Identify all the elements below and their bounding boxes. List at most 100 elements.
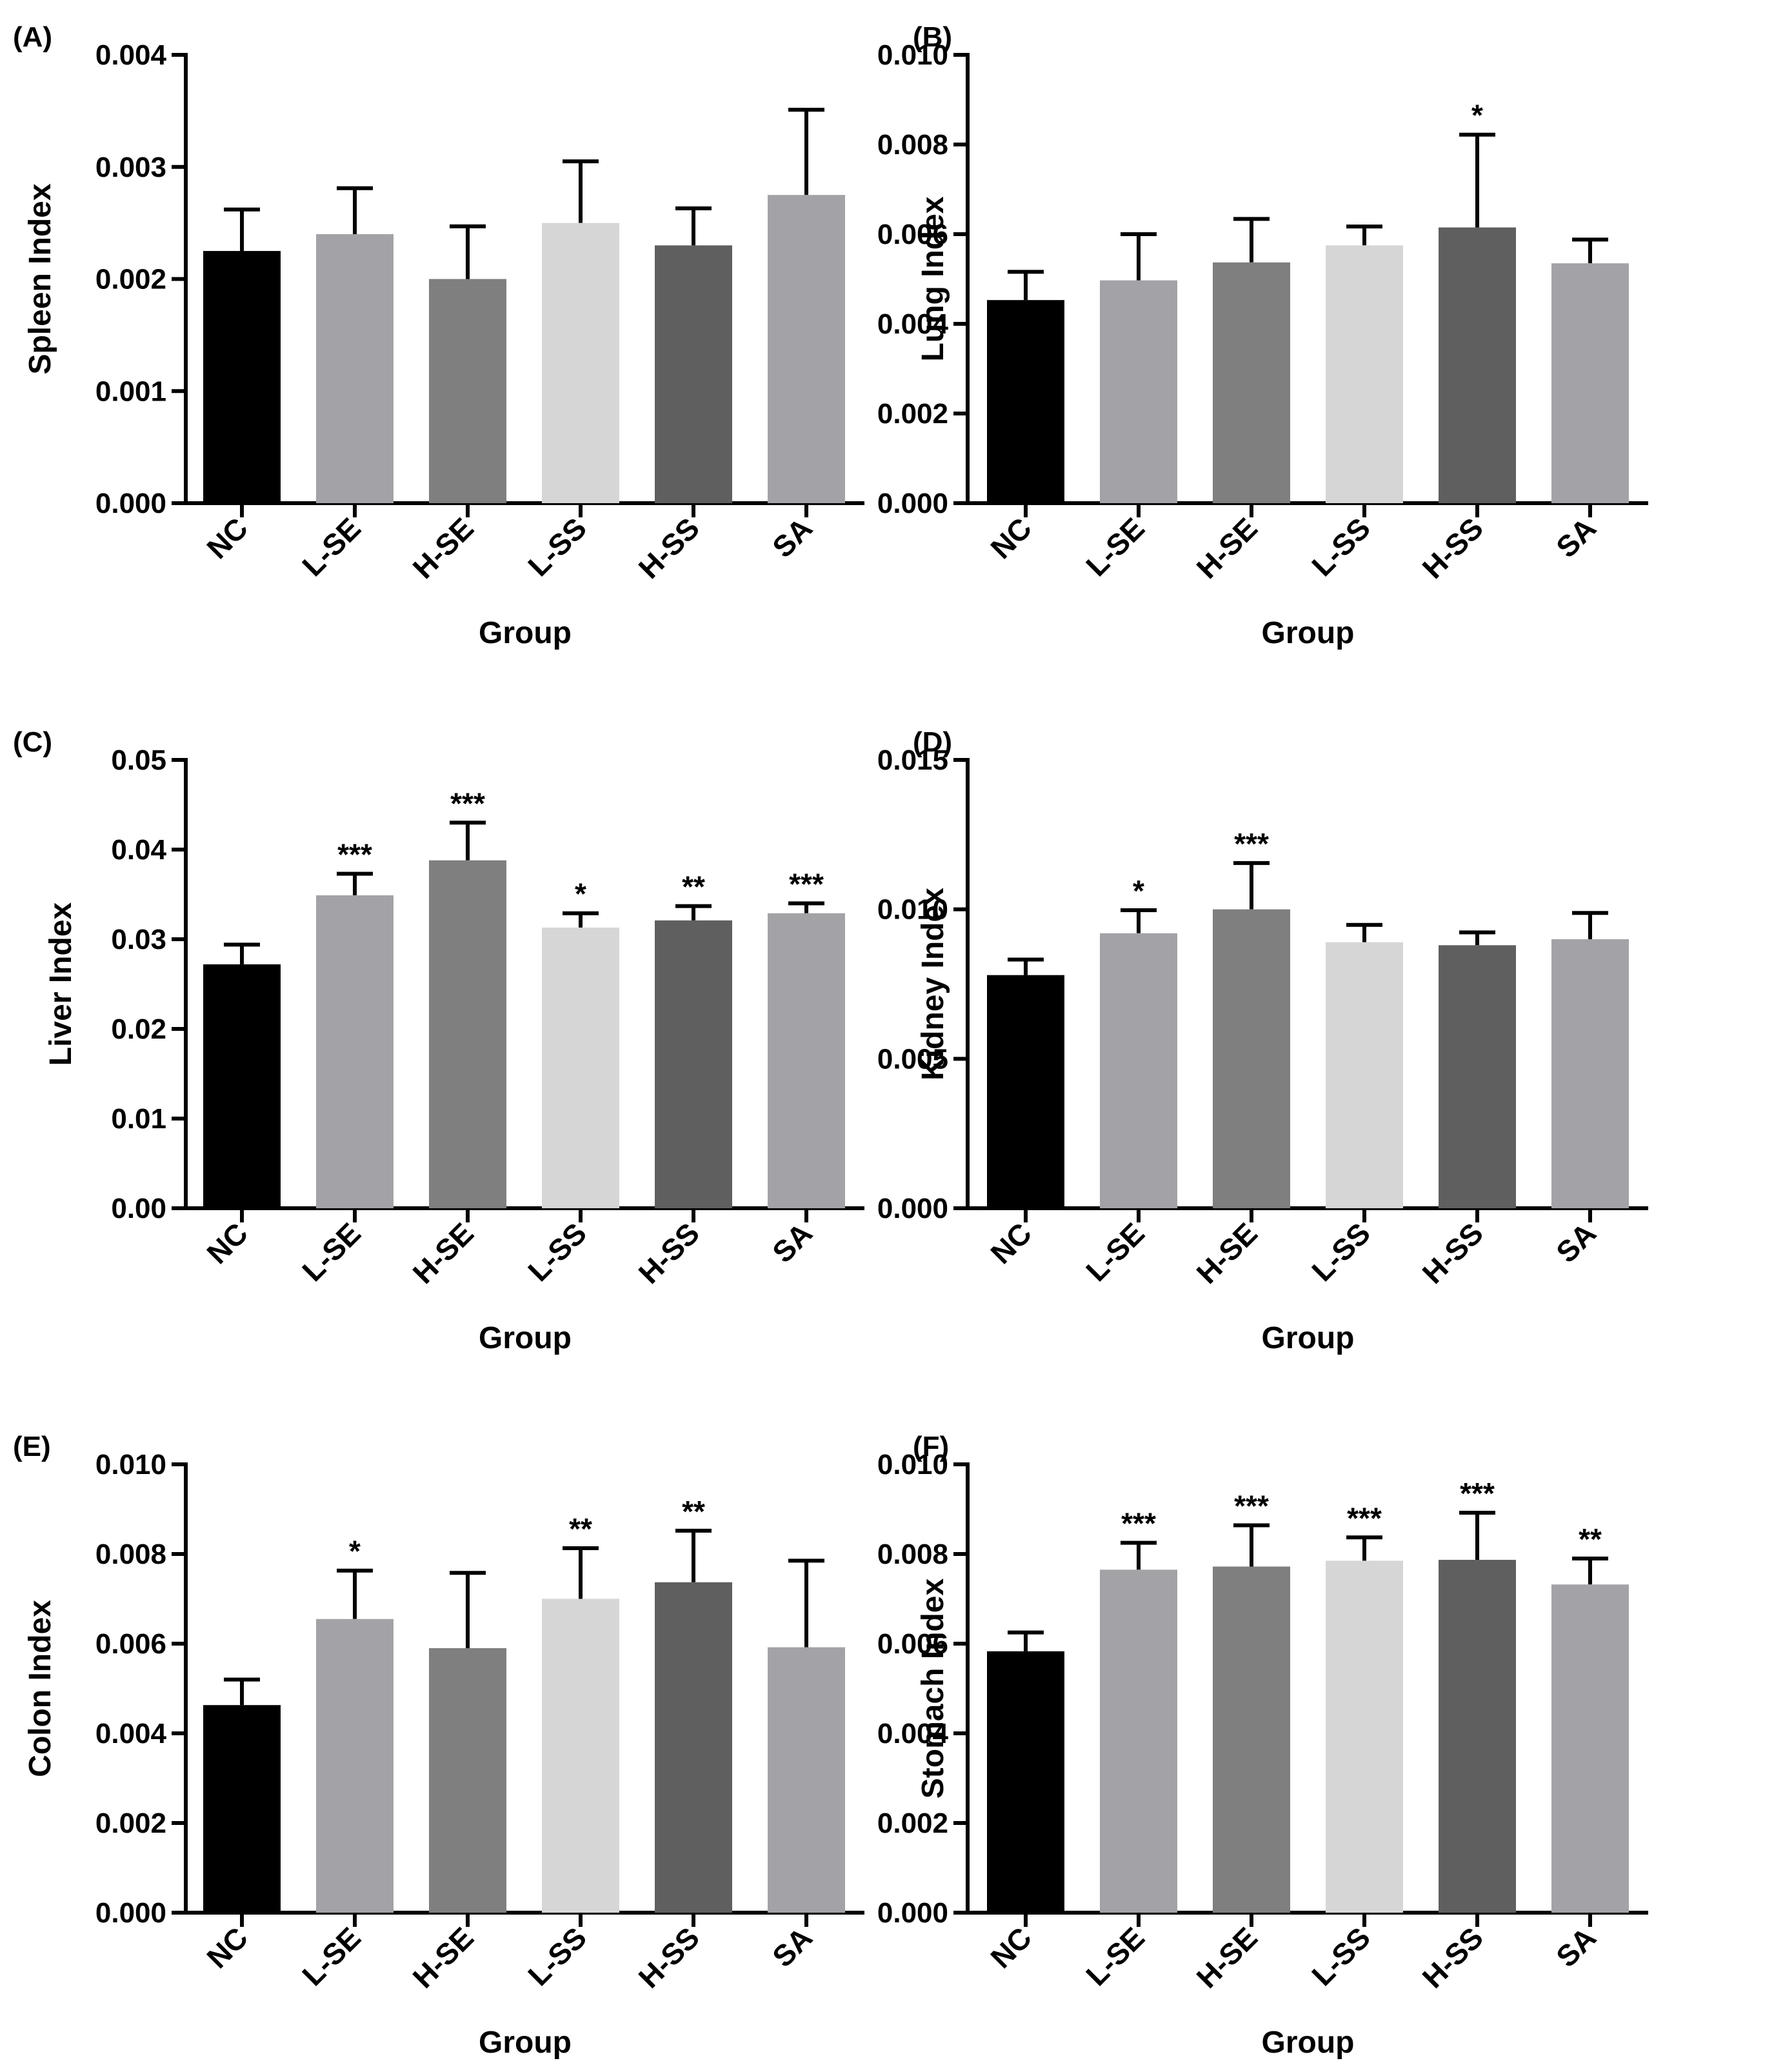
bar-h-se (429, 279, 506, 503)
significance-label: *** (1460, 1477, 1495, 1510)
bar-h-se (1213, 909, 1290, 1208)
bar-h-ss (1439, 1560, 1516, 1913)
y-axis-title: Liver Index (44, 902, 78, 1066)
bar-h-ss (655, 245, 732, 503)
x-tick-label: H-SE (1190, 1920, 1264, 1994)
significance-label: ** (1579, 1522, 1602, 1556)
significance-label: *** (1234, 1489, 1269, 1523)
y-tick-label: 0.010 (95, 1449, 166, 1480)
y-tick-label: 0.004 (877, 308, 949, 340)
y-tick-label: 0.004 (95, 39, 167, 71)
bar-nc (203, 1705, 281, 1913)
x-tick-label: SA (766, 1920, 819, 1973)
x-tick-label: L-SE (295, 1920, 367, 1992)
bar-h-ss (1439, 945, 1516, 1208)
y-tick-label: 0.010 (877, 39, 948, 71)
bar-sa (768, 1647, 845, 1913)
y-tick-label: 0.004 (877, 1718, 949, 1749)
x-tick-label: L-SS (1305, 1920, 1377, 1992)
x-axis-title: Group (479, 616, 572, 650)
significance-label: *** (1234, 827, 1269, 861)
bar-nc (987, 1651, 1064, 1913)
significance-label: *** (450, 786, 485, 820)
bar-l-se (1100, 1569, 1177, 1913)
bar-l-ss (542, 223, 619, 503)
y-tick-label: 0.002 (95, 1808, 166, 1839)
x-tick-label: H-SE (406, 1216, 480, 1290)
y-axis-title: Stomach Index (916, 1578, 950, 1798)
panel-label: (E) (13, 1431, 51, 1462)
panel-label: (B) (913, 21, 952, 53)
y-tick-label: 0.02 (111, 1013, 166, 1045)
significance-label: ** (569, 1512, 592, 1546)
y-tick-label: 0.000 (95, 1897, 166, 1929)
x-axis-title: Group (479, 2026, 572, 2060)
x-tick-label: NC (200, 1216, 254, 1270)
bar-h-se (1213, 1566, 1290, 1913)
x-tick-label: H-SS (632, 1216, 706, 1290)
chart-panel-c: (C) 0.00 0.01 0.02 0.03 0.04 0.05 Liver Index NC… (13, 726, 864, 1355)
y-tick-label: 0.002 (877, 1808, 948, 1839)
x-tick-label: L-SE (295, 511, 367, 583)
y-tick-label: 0.015 (877, 744, 948, 776)
bar-h-ss (1439, 227, 1516, 503)
x-axis-title: Group (1262, 616, 1355, 650)
bar-h-se (429, 1648, 506, 1913)
y-tick-label: 0.008 (877, 129, 948, 161)
x-tick-label: L-SS (521, 511, 593, 583)
bar-l-se (316, 895, 394, 1208)
x-tick-label: SA (1550, 1216, 1602, 1269)
y-tick-label: 0.000 (877, 488, 948, 519)
y-tick-label: 0.004 (95, 1718, 167, 1749)
x-tick-label: NC (984, 1920, 1038, 1975)
x-tick-label: H-SS (632, 1920, 706, 1994)
y-tick-label: 0.000 (877, 1193, 948, 1224)
y-axis-title: Kidney Index (916, 888, 950, 1081)
x-tick-label: NC (200, 511, 254, 565)
significance-label: ** (682, 1495, 705, 1528)
significance-label: * (349, 1535, 361, 1568)
significance-label: *** (1121, 1507, 1156, 1540)
x-tick-label: H-SE (406, 511, 480, 584)
bar-l-se (1100, 280, 1177, 503)
significance-label: * (1133, 874, 1144, 908)
bar-sa (768, 195, 845, 503)
y-tick-label: 0.008 (877, 1539, 948, 1570)
chart-panel-a: (A) 0.000 0.001 0.002 0.003 0.004 Spleen Index… (13, 21, 864, 650)
y-tick-label: 0.01 (111, 1103, 166, 1135)
bar-nc (203, 964, 281, 1208)
x-tick-label: H-SE (1190, 511, 1264, 584)
y-tick-label: 0.001 (95, 375, 166, 407)
bar-l-ss (1326, 245, 1403, 503)
chart-panel-b: (B) 0.000 0.002 0.004 0.006 0.008 0.010 Lung In… (877, 21, 1648, 650)
significance-label: *** (337, 838, 372, 872)
x-tick-label: L-SE (295, 1216, 367, 1288)
bar-l-se (316, 234, 394, 503)
bar-l-ss (542, 927, 619, 1208)
x-axis-title: Group (1262, 1321, 1355, 1355)
x-tick-label: H-SS (1416, 1216, 1490, 1290)
bar-l-se (1100, 933, 1177, 1208)
y-tick-label: 0.000 (877, 1897, 948, 1929)
y-tick-label: 0.04 (111, 834, 166, 866)
x-tick-label: H-SS (1416, 1920, 1490, 1994)
x-tick-label: NC (984, 1216, 1038, 1270)
bar-h-se (1213, 262, 1290, 503)
bar-l-ss (1326, 942, 1403, 1208)
x-tick-label: L-SS (1305, 1216, 1377, 1288)
x-tick-label: L-SS (521, 1216, 593, 1288)
bar-l-ss (542, 1599, 619, 1913)
bar-h-ss (655, 1582, 732, 1913)
x-tick-label: SA (766, 1216, 819, 1269)
x-tick-label: L-SS (521, 1920, 593, 1992)
y-tick-label: 0.010 (877, 1449, 948, 1480)
x-tick-label: L-SE (1079, 1216, 1151, 1288)
y-tick-label: 0.005 (877, 1043, 948, 1075)
x-tick-label: NC (984, 511, 1038, 565)
significance-label: * (1471, 99, 1483, 132)
significance-label: ** (682, 870, 705, 904)
y-tick-label: 0.05 (111, 744, 166, 776)
chart-panel-f: (F) 0.000 0.002 0.004 0.006 0.008 0.010 Stomach… (877, 1431, 1648, 2060)
x-tick-label: H-SS (1416, 511, 1490, 584)
